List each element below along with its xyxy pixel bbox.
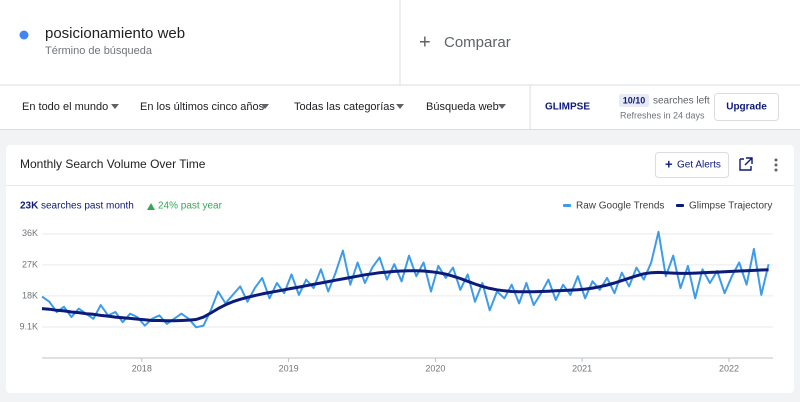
search-subtitle: Término de búsqueda [45, 45, 153, 57]
legend-marker [563, 204, 571, 207]
refresh: Refreshes in 24 days [620, 110, 705, 120]
legend-label: Raw Google Trends [576, 201, 664, 212]
quota-badge [619, 94, 649, 107]
compare[interactable]: Comparar [444, 34, 511, 51]
y-tick-label: 27K [22, 259, 38, 269]
legend-marker [676, 204, 684, 207]
plus-icon[interactable]: + [419, 31, 431, 53]
get-alerts[interactable]: Get Alerts [677, 160, 721, 171]
y-tick-label: 36K [22, 228, 38, 238]
plus-icon[interactable]: + [665, 156, 673, 171]
filters: En todo el mundo En los últimos cinco año… [22, 101, 506, 113]
search-term[interactable]: posicionamiento web [45, 25, 185, 42]
dropdown-icon [396, 104, 404, 109]
alerts-button[interactable] [655, 152, 729, 178]
menu-icon[interactable] [774, 158, 778, 172]
card [6, 145, 794, 393]
upgrade[interactable]: Upgrade [726, 102, 767, 113]
x-tick-label: 2021 [572, 363, 592, 373]
quota: 10/10 [623, 95, 646, 105]
card-title: Monthly Search Volume Over Time [20, 157, 206, 171]
open-icon[interactable] [739, 157, 753, 171]
x-tick-label: 2018 [132, 363, 152, 373]
filter[interactable]: En los últimos cinco años [140, 101, 265, 113]
stat-value: 23K [20, 201, 39, 212]
dropdown-icon [111, 104, 119, 109]
legend-label: Glimpse Trajectory [689, 201, 772, 212]
dropdown-icon [261, 104, 269, 109]
x-tick-label: 2022 [719, 363, 739, 373]
up-arrow [147, 203, 155, 210]
glimpse-logo: GLIMPSE [545, 102, 590, 113]
term-dot [19, 30, 29, 40]
filter[interactable]: Búsqueda web [426, 101, 499, 113]
quota-text: searches left [653, 96, 710, 107]
stat-text: searches past month [41, 201, 134, 212]
line-series [41, 268, 769, 323]
filter[interactable]: Todas las categorías [294, 101, 395, 113]
filter[interactable]: En todo el mundo [22, 101, 108, 113]
upgrade-button[interactable] [714, 93, 779, 121]
change: 24% past year [158, 201, 223, 212]
y-tick-label: 18K [22, 290, 38, 300]
x-tick-label: 2019 [279, 363, 299, 373]
y-tick-label: 9.1K [19, 321, 38, 331]
plot: 9.1K 18K 27K 36K 2018 2019 2020 2021 2022 Raw Goo… [19, 201, 773, 373]
dropdown-icon [498, 104, 506, 109]
x-tick-label: 2020 [425, 363, 445, 373]
